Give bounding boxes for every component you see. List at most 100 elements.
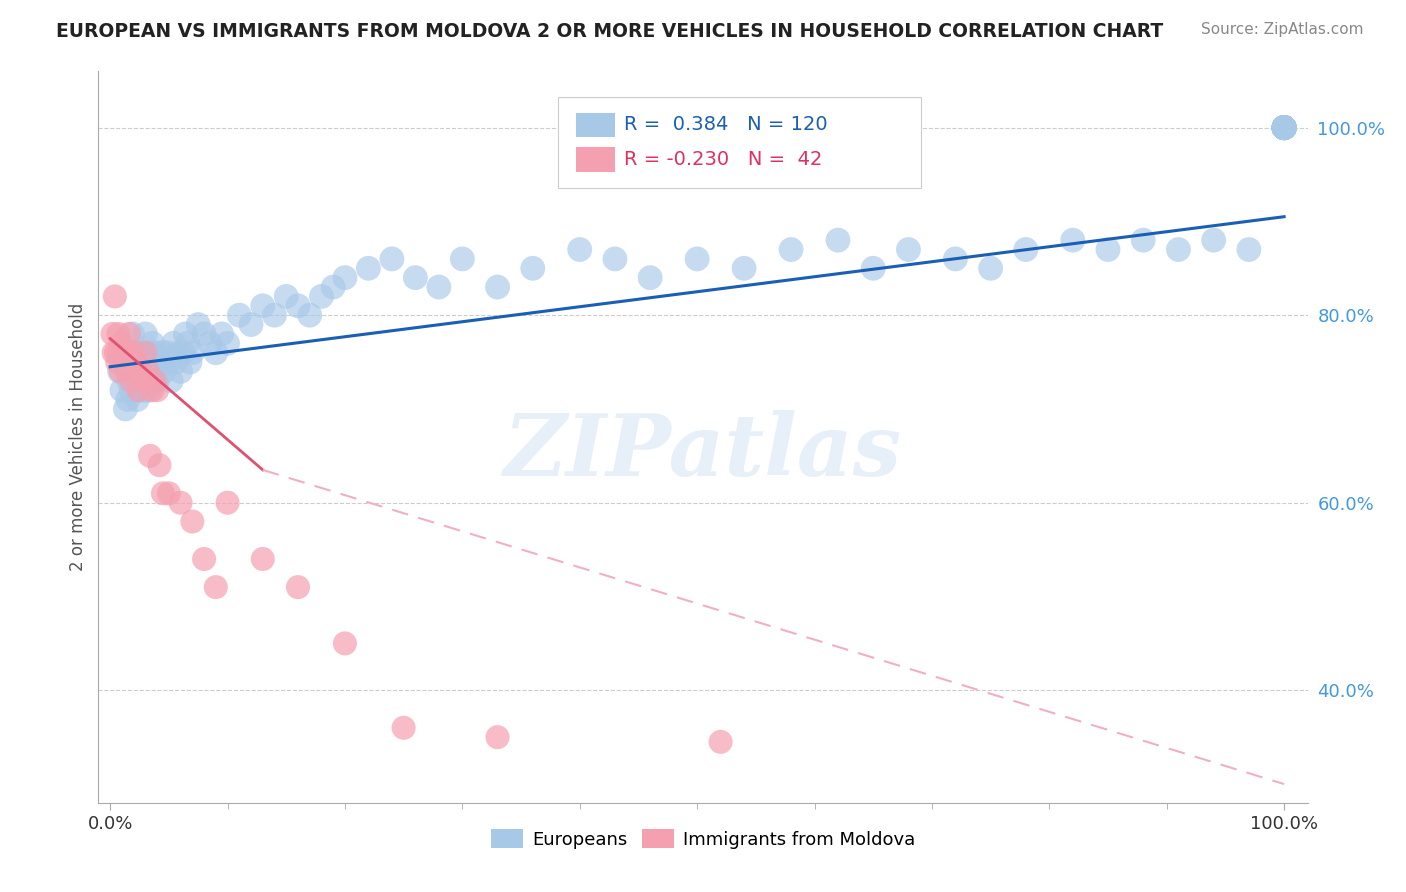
Point xyxy=(181,515,204,529)
Point xyxy=(135,364,157,378)
Point xyxy=(136,364,159,378)
Point xyxy=(1015,243,1038,257)
Point xyxy=(1272,120,1295,135)
Point xyxy=(427,280,450,294)
Point xyxy=(1272,120,1295,135)
Point xyxy=(1272,120,1295,135)
Point xyxy=(1202,233,1225,247)
FancyBboxPatch shape xyxy=(558,97,921,188)
Point xyxy=(1272,120,1295,135)
Point xyxy=(127,364,149,378)
Point xyxy=(110,364,132,378)
Point xyxy=(172,345,194,359)
Point xyxy=(157,355,180,369)
Point xyxy=(357,261,380,276)
Point xyxy=(127,383,149,397)
Point xyxy=(228,308,250,322)
Point xyxy=(122,345,145,359)
Point xyxy=(117,392,139,407)
Point xyxy=(486,280,509,294)
Point xyxy=(1272,120,1295,135)
Point xyxy=(132,355,155,369)
Point xyxy=(179,355,201,369)
Point xyxy=(157,486,180,500)
Point xyxy=(150,345,173,359)
Point xyxy=(103,345,125,359)
Point xyxy=(1062,233,1084,247)
Point xyxy=(1272,120,1295,135)
Point xyxy=(148,458,170,473)
Point xyxy=(127,392,149,407)
Point xyxy=(146,383,169,397)
Point xyxy=(638,270,661,285)
Point xyxy=(155,345,177,359)
Legend: Europeans, Immigrants from Moldova: Europeans, Immigrants from Moldova xyxy=(484,822,922,856)
Point xyxy=(1272,120,1295,135)
Point xyxy=(1272,120,1295,135)
Point xyxy=(120,355,142,369)
Point xyxy=(1272,120,1295,135)
Point xyxy=(603,252,626,266)
Point xyxy=(141,336,163,351)
Point xyxy=(276,289,298,303)
Point xyxy=(211,326,233,341)
Point xyxy=(780,243,803,257)
Point xyxy=(1272,120,1295,135)
Point xyxy=(169,496,191,510)
Point xyxy=(1272,120,1295,135)
Point xyxy=(1272,120,1295,135)
Point xyxy=(134,383,156,397)
Point xyxy=(118,374,141,388)
Point xyxy=(252,552,274,566)
Point xyxy=(120,374,142,388)
Point xyxy=(204,345,226,359)
Point xyxy=(152,486,174,500)
Point xyxy=(1272,120,1295,135)
Point xyxy=(1167,243,1189,257)
Point xyxy=(118,326,141,341)
Point xyxy=(1132,233,1154,247)
Point xyxy=(862,261,884,276)
Point xyxy=(132,374,155,388)
Point xyxy=(181,345,204,359)
Point xyxy=(1272,120,1295,135)
Point xyxy=(1097,243,1119,257)
Point xyxy=(107,326,129,341)
Point xyxy=(381,252,404,266)
Point xyxy=(143,345,166,359)
Point xyxy=(139,449,162,463)
Point xyxy=(1272,120,1295,135)
Point xyxy=(217,336,239,351)
Point xyxy=(710,735,733,749)
Point xyxy=(120,345,142,359)
Point xyxy=(146,374,169,388)
Point xyxy=(897,243,920,257)
Point xyxy=(138,383,160,397)
Point xyxy=(134,345,156,359)
Point xyxy=(1272,120,1295,135)
Point xyxy=(193,552,215,566)
Point xyxy=(111,336,134,351)
Point xyxy=(1272,120,1295,135)
Point xyxy=(122,355,145,369)
Point xyxy=(1272,120,1295,135)
Point xyxy=(176,336,198,351)
Point xyxy=(105,355,128,369)
Point xyxy=(108,364,131,378)
Point xyxy=(1272,120,1295,135)
Y-axis label: 2 or more Vehicles in Household: 2 or more Vehicles in Household xyxy=(69,303,87,571)
Point xyxy=(287,299,309,313)
Point xyxy=(451,252,474,266)
Point xyxy=(165,355,187,369)
Point xyxy=(124,374,146,388)
Point xyxy=(333,636,356,650)
Point xyxy=(142,364,165,378)
Point xyxy=(287,580,309,594)
Point xyxy=(392,721,415,735)
Point xyxy=(114,345,136,359)
Point xyxy=(125,345,148,359)
Point xyxy=(143,374,166,388)
Point xyxy=(139,355,162,369)
Point xyxy=(1272,120,1295,135)
Point xyxy=(129,345,152,359)
